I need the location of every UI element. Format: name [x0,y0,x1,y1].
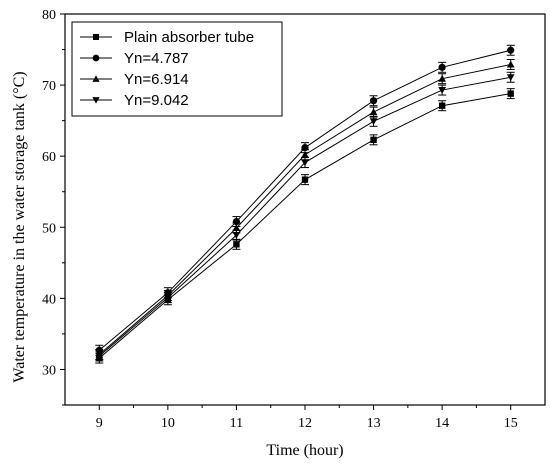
legend-label: Yn=9.042 [124,92,189,109]
data-point [164,294,172,302]
data-point [438,63,446,71]
x-tick-label: 10 [161,416,175,431]
legend-label: Yn=4.787 [124,50,189,67]
data-point [233,241,240,248]
series-line [98,76,511,357]
data-point [92,97,100,104]
data-point [506,60,515,68]
series [95,88,515,364]
y-tick-label: 50 [42,221,56,236]
data-point [438,102,446,109]
x-tick-label: 12 [298,416,312,431]
data-point [93,34,99,40]
axes: 9 10 11 12 13 14 15 30 40 50 60 70 80 [42,8,546,431]
data-point [92,54,100,62]
data-point [95,352,104,360]
data-point [301,159,309,167]
legend: Plain absorber tube Yn=4.787 Yn=6.914 Yn=9.… [71,21,283,117]
legend-item: Yn=9.042 [80,92,189,109]
y-axis-label: Water temperature in the water storage t… [11,71,28,382]
data-point [369,118,378,126]
series-line [98,93,511,359]
x-axis-label: Time (hour) [266,442,343,459]
y-tick-label: 40 [42,292,56,307]
legend-item: Plain absorber tube [80,29,254,46]
legend-item: Yn=4.787 [80,50,189,67]
series-layer [95,44,515,364]
data-point [369,97,378,105]
data-point [369,108,378,116]
legend-item: Yn=6.914 [80,71,189,88]
y-tick-label: 80 [42,8,56,23]
x-tick-label: 14 [435,416,449,431]
data-point [92,75,100,82]
data-point [232,224,241,232]
x-tick-label: 9 [96,416,103,431]
y-tick-label: 30 [42,363,56,378]
data-point [370,136,377,144]
legend-label: Plain absorber tube [124,29,254,46]
y-tick-label: 70 [42,79,56,94]
x-tick-label: 13 [367,416,381,431]
data-point [438,86,446,94]
data-point [301,176,309,183]
y-tick-label: 60 [42,150,56,165]
series [95,71,515,362]
data-point [507,46,515,54]
data-point [232,232,241,239]
x-tick-label: 15 [504,416,518,431]
data-point [301,150,309,158]
x-tick-label: 11 [230,416,243,431]
legend-label: Yn=6.914 [124,71,189,88]
data-point [438,74,446,82]
data-point [507,90,514,97]
data-point [506,74,515,82]
